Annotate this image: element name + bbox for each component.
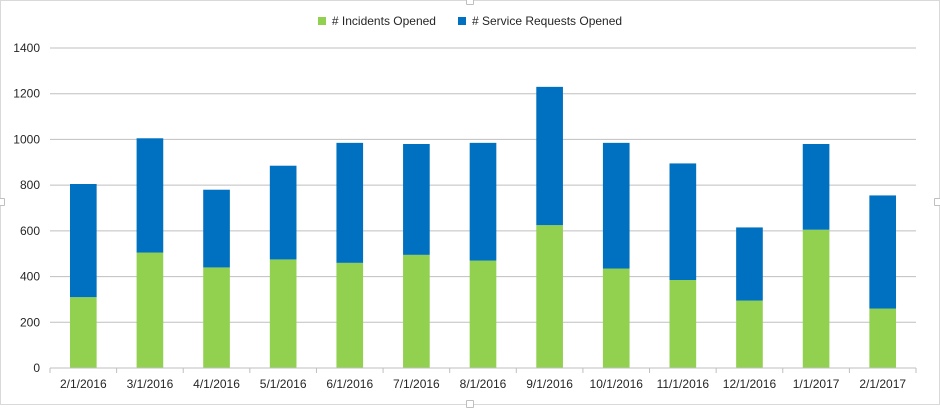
bar-service-requests-11 [802, 144, 830, 230]
x-tick-label: 2/1/2016 [60, 377, 107, 391]
x-tick-label: 10/1/2016 [590, 377, 644, 391]
legend-item-incidents: # Incidents Opened [317, 14, 436, 28]
resize-handle-right[interactable] [934, 198, 940, 206]
bar-incidents-4 [336, 262, 364, 368]
x-tick-label: 4/1/2016 [193, 377, 240, 391]
bar-service-requests-6 [469, 142, 497, 261]
bar-incidents-10 [736, 300, 763, 368]
bar-incidents-12 [869, 308, 897, 368]
bar-service-requests-2 [203, 189, 230, 268]
x-tick-label: 12/1/2016 [723, 377, 777, 391]
x-tick-label: 11/1/2016 [657, 377, 710, 391]
bar-incidents-1 [136, 252, 164, 368]
y-tick-label: 1400 [13, 41, 40, 55]
bar-service-requests-5 [403, 144, 430, 255]
y-tick-label: 200 [20, 315, 40, 329]
bar-incidents-2 [203, 267, 230, 368]
legend-swatch-incidents [317, 17, 326, 25]
x-tick-label: 6/1/2016 [326, 377, 373, 391]
y-tick-label: 800 [20, 178, 40, 192]
bar-incidents-5 [403, 254, 430, 368]
bar-service-requests-10 [736, 227, 763, 301]
legend: # Incidents Opened # Service Requests Op… [0, 14, 940, 28]
bar-service-requests-1 [136, 138, 164, 253]
legend-item-service-requests: # Service Requests Opened [457, 14, 623, 28]
bar-incidents-0 [69, 297, 97, 368]
x-tick-label: 3/1/2016 [127, 377, 174, 391]
resize-handle-left[interactable] [0, 198, 5, 206]
y-tick-label: 1200 [13, 87, 40, 101]
bar-incidents-3 [269, 259, 297, 368]
bar-incidents-9 [669, 280, 697, 368]
bar-service-requests-0 [69, 184, 97, 298]
legend-swatch-service-requests [457, 17, 466, 25]
bar-incidents-8 [602, 268, 630, 368]
x-tick-label: 2/1/2017 [859, 377, 906, 391]
x-tick-label: 8/1/2016 [460, 377, 507, 391]
x-tick-label: 1/1/2017 [793, 377, 840, 391]
bar-incidents-7 [536, 225, 563, 368]
bar-service-requests-4 [336, 142, 364, 263]
x-tick-label: 7/1/2016 [393, 377, 440, 391]
bar-incidents-11 [802, 229, 830, 368]
bar-incidents-6 [469, 260, 497, 368]
bar-service-requests-7 [536, 86, 563, 226]
bar-service-requests-3 [269, 165, 297, 260]
x-tick-label: 9/1/2016 [526, 377, 573, 391]
bar-service-requests-9 [669, 163, 697, 280]
legend-label-incidents: # Incidents Opened [331, 14, 436, 28]
y-tick-label: 600 [20, 224, 40, 238]
y-tick-label: 1000 [13, 132, 40, 146]
y-tick-label: 400 [20, 270, 40, 284]
x-tick-label: 5/1/2016 [260, 377, 307, 391]
resize-handle-top[interactable] [466, 0, 474, 5]
y-tick-label: 0 [33, 361, 40, 375]
legend-label-service-requests: # Service Requests Opened [471, 14, 623, 28]
bar-service-requests-12 [869, 195, 897, 309]
bar-service-requests-8 [602, 142, 630, 269]
